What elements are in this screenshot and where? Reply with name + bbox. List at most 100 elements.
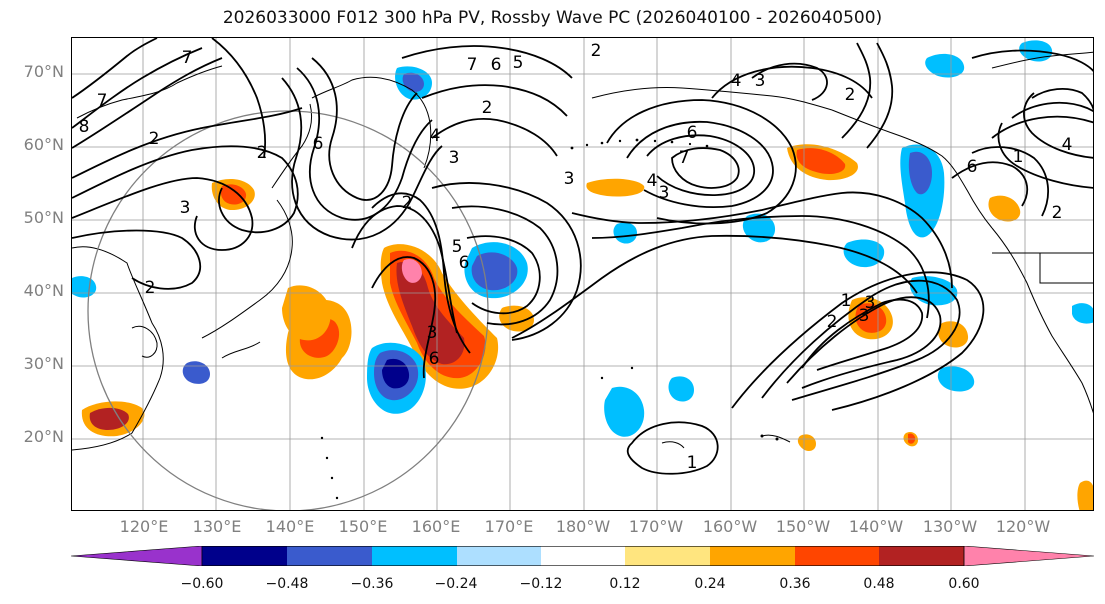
shading-layer [72, 40, 1093, 510]
cold-anomaly-patch [1072, 303, 1093, 324]
cold-anomaly-patch [742, 213, 776, 243]
contour-label: 7 [97, 91, 108, 111]
contour-label: 5 [513, 53, 524, 73]
contour-label: 3 [180, 198, 191, 218]
colorbar-tick: −0.48 [265, 576, 309, 592]
contour-label: 6 [429, 349, 440, 369]
cold-anomaly-patch [668, 376, 694, 402]
colorbar-bin [795, 546, 879, 566]
graticule [72, 38, 1093, 510]
warm-anomaly-patch [586, 178, 645, 197]
contour-label: 7 [679, 148, 690, 168]
colorbar-bin [202, 546, 287, 566]
colorbar-tick: 0.24 [694, 576, 726, 592]
contour-label: 4 [430, 126, 441, 146]
cold-anomaly-patch [925, 53, 965, 78]
lat-label-30n: 30°N [23, 354, 64, 373]
warm-anomaly-core [89, 407, 129, 430]
lon-label-120e: 120°E [119, 517, 169, 536]
coastlines [72, 51, 1093, 451]
contour-label: 3 [755, 71, 766, 91]
colorbar-tick: 0.12 [609, 576, 641, 592]
lat-label-70n: 70°N [23, 62, 64, 81]
warm-anomaly-peak [401, 258, 422, 283]
contour-label: 5 [452, 237, 463, 257]
warm-anomaly-patch [797, 434, 816, 452]
colorbar-tick: 0.48 [863, 576, 895, 592]
contour-label: 2 [149, 129, 160, 149]
colorbar-tick: −0.12 [519, 576, 563, 592]
lon-label-160w: 160°W [702, 517, 758, 536]
lat-label-60n: 60°N [23, 135, 64, 154]
lon-label-140e: 140°E [265, 517, 315, 536]
colorbar-extend-low [71, 546, 203, 566]
contour-label: 1 [687, 453, 698, 473]
map-panel: 7 8 7 2 3 6 2 2 7 6 5 2 4 3 2 6 3 6 3 4 … [71, 37, 1094, 511]
colorbar-tick: −0.24 [434, 576, 478, 592]
colorbar-extend-high [963, 546, 1094, 566]
contour-label: 6 [491, 55, 502, 75]
lon-label-180w: 180°W [555, 517, 611, 536]
colorbar [71, 546, 1094, 566]
contour-label: 2 [482, 98, 493, 118]
contour-label: 4 [1062, 135, 1073, 155]
contour-label: 3 [859, 306, 870, 326]
lon-label-150w: 150°W [775, 517, 831, 536]
lat-label-40n: 40°N [23, 281, 64, 300]
contour-label: 3 [564, 169, 575, 189]
lon-label-130w: 130°W [922, 517, 978, 536]
contour-label: 8 [79, 117, 90, 137]
cold-anomaly-patch [843, 239, 885, 268]
contour-label: 2 [145, 278, 156, 298]
colorbar-frame [201, 546, 965, 566]
warm-anomaly-core [220, 184, 247, 205]
colorbar-bin [541, 546, 625, 566]
cold-anomaly-patch [937, 366, 975, 392]
warm-anomaly-strong [396, 261, 465, 365]
contour-label: 7 [467, 55, 478, 75]
lon-label-120w: 120°W [995, 517, 1051, 536]
contour-label: 7 [182, 48, 193, 68]
contour-label: 4 [647, 171, 658, 191]
contour-label: 1 [1013, 147, 1024, 167]
contour-label: 1 [841, 291, 852, 311]
lon-label-170w: 170°W [628, 517, 684, 536]
warm-anomaly-core [855, 303, 887, 333]
warm-anomaly-core [796, 148, 846, 174]
pv-contours [72, 38, 1093, 475]
colorbar-bin [625, 546, 710, 566]
colorbar-bin [710, 546, 795, 566]
lon-label-150e: 150°E [338, 517, 388, 536]
colorbar-tick: −0.60 [180, 576, 224, 592]
colorbar-tick: 0.36 [779, 576, 811, 592]
contour-label: 3 [449, 148, 460, 168]
colorbar-tick: −0.36 [350, 576, 394, 592]
cold-anomaly-patch [72, 276, 97, 298]
contour-label: 3 [427, 323, 438, 343]
lon-label-140w: 140°W [848, 517, 904, 536]
colorbar-bin [372, 546, 457, 566]
cold-anomaly-core [908, 151, 932, 195]
contour-label: 2 [402, 193, 413, 213]
contour-label-group: 7 8 7 2 3 6 2 2 7 6 5 2 4 3 2 6 3 6 3 4 … [79, 41, 1073, 473]
contour-label: 3 [659, 183, 670, 203]
islands [320, 138, 779, 500]
contour-label: 4 [731, 71, 742, 91]
map-svg: 7 8 7 2 3 6 2 2 7 6 5 2 4 3 2 6 3 6 3 4 … [72, 38, 1093, 510]
lon-label-130e: 130°E [192, 517, 242, 536]
contour-label: 2 [827, 312, 838, 332]
contour-label: 2 [845, 85, 856, 105]
contour-label: 6 [459, 253, 470, 273]
contour-label: 3 [865, 293, 876, 313]
lon-label-160e: 160°E [411, 517, 461, 536]
cold-anomaly-patch [604, 386, 645, 437]
chart-title: 2026033000 F012 300 hPa PV, Rossby Wave … [222, 8, 883, 28]
contour-label: 2 [591, 41, 602, 61]
lat-label-50n: 50°N [23, 208, 64, 227]
contour-label: 2 [1052, 203, 1063, 223]
contour-label: 6 [967, 157, 978, 177]
cold-anomaly-core [471, 252, 518, 291]
warm-anomaly-patch [988, 195, 1021, 222]
contour-label: 6 [313, 134, 324, 154]
colorbar-bin [287, 546, 372, 566]
